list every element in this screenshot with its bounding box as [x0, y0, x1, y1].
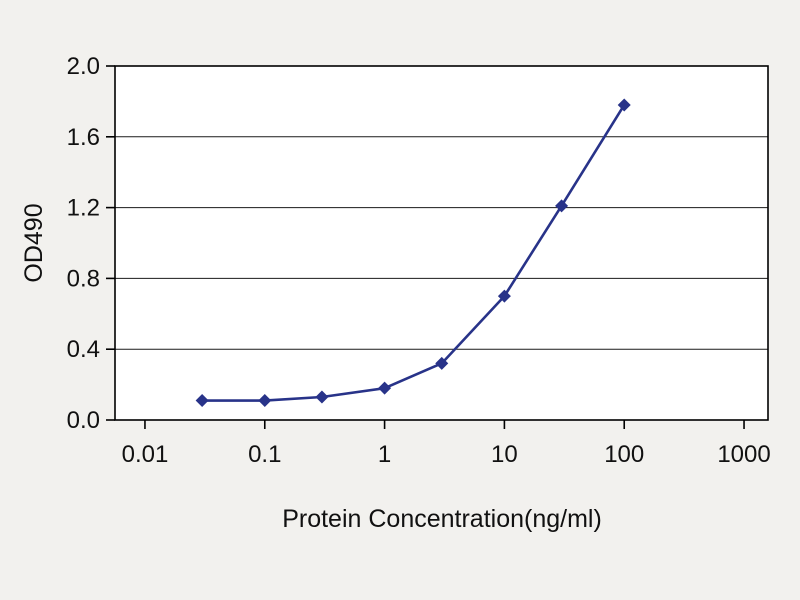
data-point-marker	[435, 356, 449, 370]
series-line	[202, 104, 626, 402]
y-tick-label: 0.8	[67, 265, 100, 292]
data-point-marker	[555, 199, 569, 213]
x-tick-label: 1000	[717, 441, 770, 468]
x-tick-label: 0.1	[248, 441, 281, 468]
y-tick-label: 1.6	[67, 124, 100, 151]
series-layer	[195, 98, 631, 408]
x-axis-label: Protein Concentration(ng/ml)	[282, 505, 602, 533]
plot-border	[114, 65, 769, 421]
x-tick-label: 100	[604, 441, 644, 468]
y-axis-label: OD490	[20, 203, 48, 282]
ticks-layer: 0.0 0.4 0.8 1.2 1.6 2.0 0.01 0.1 1 10 100 1000	[67, 53, 771, 468]
y-tick-label: 0.4	[67, 336, 100, 363]
x-tick-label: 10	[491, 441, 518, 468]
data-point-marker	[258, 394, 272, 408]
y-tick-label: 2.0	[67, 53, 100, 80]
y-tick-label: 1.2	[67, 195, 100, 222]
x-tick-label: 1	[378, 441, 391, 468]
data-point-marker	[315, 390, 329, 404]
data-point-marker	[378, 381, 392, 395]
y-tick-label: 0.0	[67, 407, 100, 434]
data-point-marker	[617, 98, 631, 112]
data-point-marker	[195, 394, 209, 408]
data-point-marker	[497, 289, 511, 303]
x-tick-label: 0.01	[122, 441, 169, 468]
